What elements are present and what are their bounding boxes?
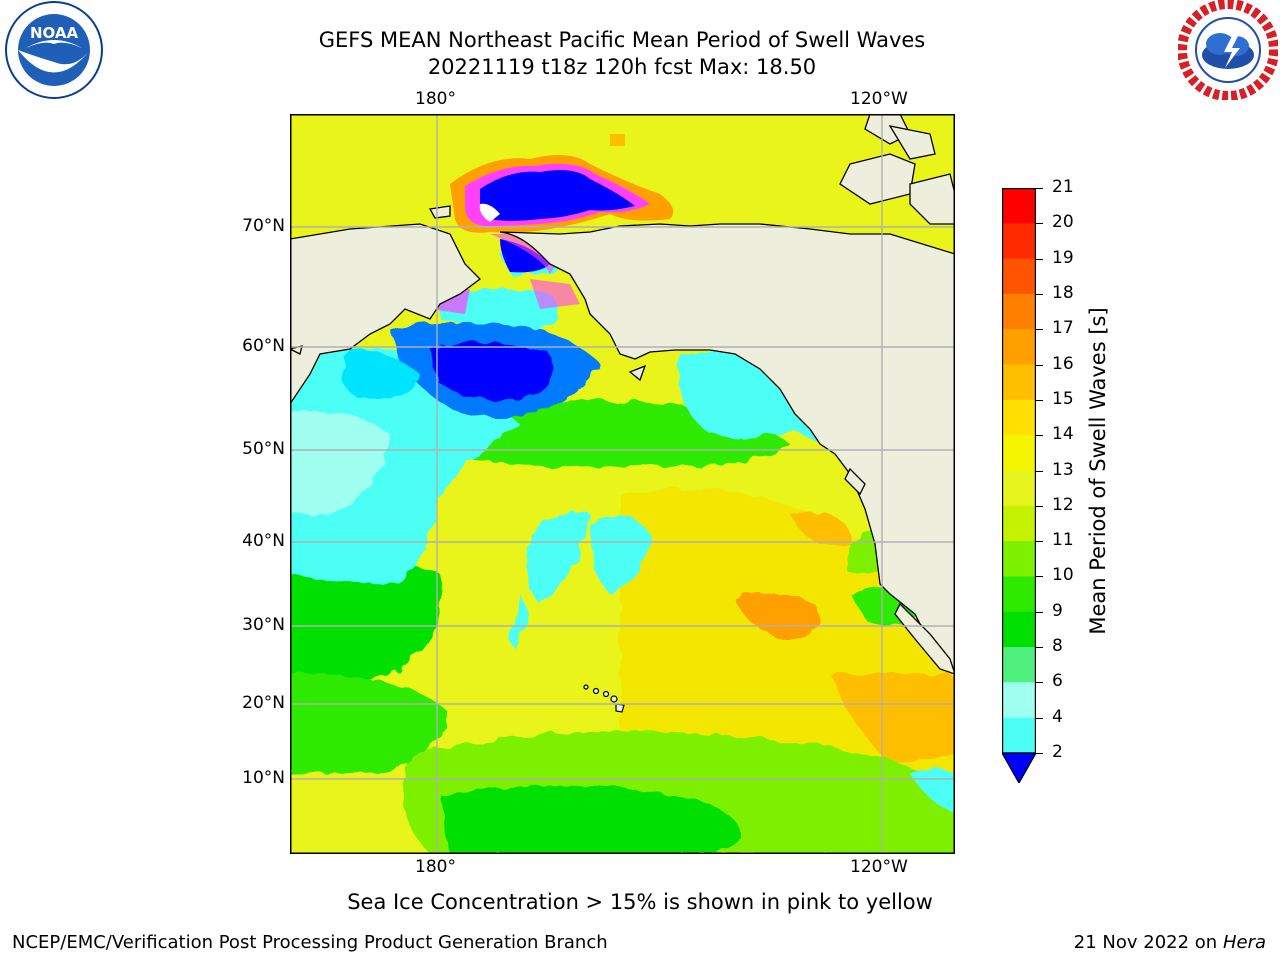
colorbar-tick-label: 10 (1052, 565, 1074, 586)
graticule (290, 114, 955, 854)
colorbar-tick-label: 16 (1052, 353, 1074, 374)
lat-label-10n: 10°N (242, 768, 285, 788)
hawaii-islands (583, 684, 625, 713)
colorbar-band (1002, 505, 1036, 542)
colorbar-tick-mark (1036, 470, 1043, 472)
footer-date-text: 21 Nov 2022 on (1073, 932, 1218, 953)
colorbar-tick-mark (1036, 611, 1043, 613)
colorbar-extend-arrow (1000, 752, 1038, 785)
colorbar-band (1002, 576, 1036, 613)
colorbar-tick-mark (1036, 717, 1043, 719)
colorbar-tick-mark (1036, 682, 1043, 684)
colorbar-title: Mean Period of Swell Waves [s] (1086, 307, 1110, 635)
lon-label-top-120w: 120°W (850, 89, 908, 109)
colorbar-band (1002, 188, 1036, 224)
svg-text:NOAA: NOAA (30, 24, 79, 42)
colorbar-band (1002, 611, 1036, 648)
lon-label-top-180: 180° (415, 89, 456, 109)
sea-ice-note: Sea Ice Concentration > 15% is shown in … (347, 890, 933, 914)
colorbar-tick-label: 15 (1052, 388, 1074, 409)
colorbar-tick-label: 12 (1052, 494, 1074, 515)
colorbar-band (1002, 223, 1036, 260)
colorbar-tick-mark (1036, 435, 1043, 437)
map-frame (290, 114, 955, 854)
colorbar-tick-mark (1036, 647, 1043, 649)
colorbar-band (1002, 258, 1036, 295)
colorbar-band (1002, 329, 1036, 366)
colorbar-tick-mark (1036, 576, 1043, 578)
colorbar-tick-mark (1036, 223, 1043, 225)
colorbar (1000, 188, 1038, 785)
colorbar-tick-mark (1036, 541, 1043, 543)
colorbar-band (1002, 717, 1036, 754)
lat-label-50n: 50°N (242, 439, 285, 459)
colorbar-frame (1002, 188, 1036, 754)
colorbar-tick-mark (1036, 505, 1043, 507)
lat-label-30n: 30°N (242, 615, 285, 635)
colorbar-tick-mark (1036, 364, 1043, 366)
colorbar-tick-mark (1036, 258, 1043, 260)
land-masses (288, 113, 957, 676)
colorbar-tick-mark (1036, 399, 1043, 401)
noaa-logo-icon: NOAA (5, 1, 103, 99)
colorbar-tick-label: 4 (1052, 706, 1063, 727)
colorbar-tick-label: 9 (1052, 600, 1063, 621)
colorbar-tick-label: 11 (1052, 530, 1074, 551)
footer-machine: Hera (1222, 932, 1266, 953)
colorbar-band (1002, 364, 1036, 401)
colorbar-tick-mark (1036, 188, 1043, 189)
colorbar-tick-mark (1036, 293, 1043, 295)
map-panel (288, 113, 957, 854)
colorbar-band (1002, 682, 1036, 719)
colorbar-band (1002, 647, 1036, 683)
footer-date: 21 Nov 2022 on Hera (1074, 932, 1266, 953)
swell-period-map (288, 113, 957, 854)
lat-label-60n: 60°N (242, 336, 285, 356)
lat-label-20n: 20°N (242, 693, 285, 713)
colorbar-tick-label: 8 (1052, 636, 1063, 657)
colorbar-tick-label: 6 (1052, 671, 1063, 692)
colorbar-tick-label: 20 (1052, 212, 1074, 233)
colorbar-band (1002, 293, 1036, 330)
colorbar-tick-label: 21 (1052, 177, 1074, 197)
colorbar-tick-mark (1036, 753, 1043, 754)
colorbar-band (1002, 470, 1036, 507)
map-title: GEFS MEAN Northeast Pacific Mean Period … (318, 28, 926, 52)
colorbar-tick-label: 17 (1052, 318, 1074, 339)
lon-label-bottom-120w: 120°W (850, 857, 908, 877)
colorbar-tick-label: 13 (1052, 459, 1074, 480)
colorbar-swatches (1000, 188, 1038, 785)
nws-logo-icon (1177, 0, 1279, 101)
nws-logo (1177, 0, 1279, 101)
colorbar-tick-mark (1036, 329, 1043, 331)
lat-label-70n: 70°N (242, 216, 285, 236)
map-subtitle: 20221119 t18z 120h fcst Max: 18.50 (427, 55, 817, 79)
arctic-ice (420, 134, 674, 314)
colorbar-band (1002, 435, 1036, 471)
lat-label-40n: 40°N (242, 531, 285, 551)
lon-label-bottom-180: 180° (415, 857, 456, 877)
footer-credit: NCEP/EMC/Verification Post Processing Pr… (12, 932, 608, 953)
noaa-logo: NOAA (4, 0, 104, 100)
colorbar-tick-label: 2 (1052, 742, 1063, 762)
colorbar-band (1002, 399, 1036, 436)
colorbar-tick-label: 18 (1052, 282, 1074, 303)
colorbar-band (1002, 541, 1036, 577)
colorbar-tick-label: 19 (1052, 247, 1074, 268)
colorbar-tick-label: 14 (1052, 424, 1074, 445)
